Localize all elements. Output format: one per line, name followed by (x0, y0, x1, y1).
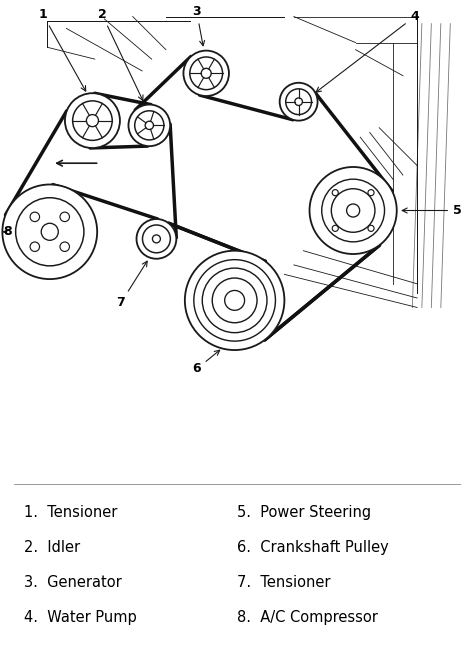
Circle shape (368, 190, 374, 196)
Text: 8.  A/C Compressor: 8. A/C Compressor (237, 610, 378, 625)
Circle shape (153, 235, 160, 243)
Circle shape (295, 98, 302, 106)
Circle shape (145, 121, 154, 130)
Circle shape (30, 212, 39, 222)
Circle shape (368, 226, 374, 231)
Text: 7.  Tensioner: 7. Tensioner (237, 575, 330, 590)
Circle shape (2, 185, 97, 279)
Circle shape (185, 251, 284, 350)
Text: 8: 8 (3, 226, 11, 238)
Text: 6: 6 (192, 350, 219, 375)
Circle shape (128, 104, 170, 146)
Text: 3.  Generator: 3. Generator (24, 575, 121, 590)
Text: 7: 7 (117, 261, 147, 309)
Text: 1: 1 (38, 8, 86, 91)
Text: 4.  Water Pump: 4. Water Pump (24, 610, 137, 625)
Circle shape (201, 68, 211, 78)
Circle shape (30, 242, 39, 251)
Circle shape (280, 83, 318, 121)
Circle shape (332, 190, 338, 196)
Circle shape (60, 212, 70, 222)
Circle shape (65, 93, 120, 148)
Circle shape (225, 290, 245, 310)
Text: 1.  Tensioner: 1. Tensioner (24, 505, 117, 520)
Circle shape (41, 224, 58, 240)
Circle shape (86, 115, 99, 126)
Text: 6.  Crankshaft Pulley: 6. Crankshaft Pulley (237, 540, 389, 555)
Text: 5: 5 (402, 204, 462, 217)
Text: 3: 3 (192, 5, 205, 46)
Text: 2.  Idler: 2. Idler (24, 540, 80, 555)
Circle shape (183, 51, 229, 96)
Text: 2: 2 (98, 8, 143, 100)
Circle shape (332, 226, 338, 231)
Text: 5.  Power Steering: 5. Power Steering (237, 505, 371, 520)
Circle shape (60, 242, 70, 251)
Text: 4: 4 (316, 10, 419, 92)
Circle shape (346, 204, 360, 217)
Circle shape (137, 219, 176, 259)
Circle shape (310, 167, 397, 254)
